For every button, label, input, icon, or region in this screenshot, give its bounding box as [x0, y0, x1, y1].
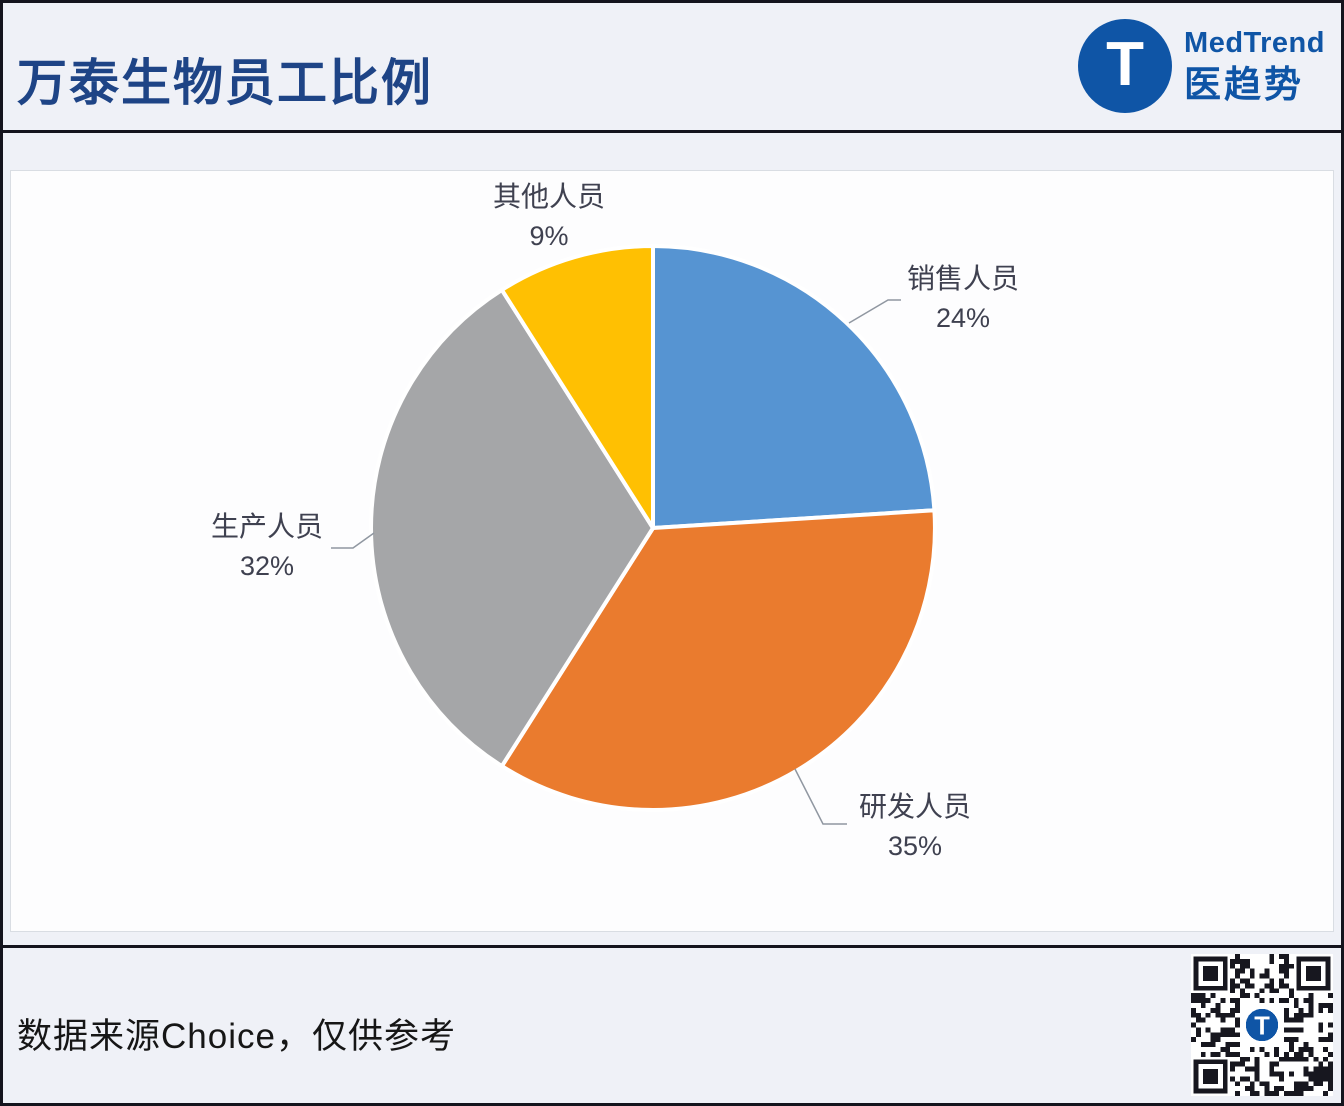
- t-monogram-icon: T: [1106, 29, 1144, 99]
- pie-label-other: 其他人员 9%: [459, 177, 639, 255]
- brand-name-zh: 医趋势: [1184, 64, 1305, 105]
- pie-label-other-pct: 9%: [529, 221, 569, 251]
- page-title: 万泰生物员工比例: [17, 55, 433, 111]
- brand-name-en: MedTrend: [1184, 27, 1325, 59]
- pie-label-rd-name: 研发人员: [858, 791, 971, 822]
- main-area: 其他人员 9% 销售人员 24% 生产人员 32% 研发人员 35%: [3, 133, 1341, 945]
- page-footer: 数据来源Choice，仅供参考 T: [3, 945, 1341, 1100]
- pie-label-production: 生产人员 32%: [177, 507, 357, 585]
- pie-label-sales-name: 销售人员: [906, 263, 1019, 294]
- pie-label-production-name: 生产人员: [210, 511, 323, 542]
- pie-slices-group: [369, 244, 937, 812]
- brand-logo: T MedTrend 医趋势: [1078, 19, 1325, 113]
- source-note: 数据来源Choice，仅供参考: [17, 1017, 456, 1056]
- pie-chart: [331, 244, 937, 825]
- pie-label-rd-pct: 35%: [887, 831, 943, 861]
- chart-panel: 其他人员 9% 销售人员 24% 生产人员 32% 研发人员 35%: [10, 170, 1334, 932]
- page-header: 万泰生物员工比例 T MedTrend 医趋势: [3, 3, 1341, 133]
- pie-label-sales-pct: 24%: [935, 303, 991, 333]
- svg-text:T: T: [1254, 1012, 1270, 1040]
- pie-label-production-pct: 32%: [239, 551, 295, 581]
- pie-label-rd: 研发人员 35%: [825, 787, 1005, 865]
- pie-slice-销售人员: [651, 244, 937, 530]
- leader-line-sales: [848, 299, 901, 324]
- leader-line-rd: [794, 768, 847, 825]
- qr-code-image: T: [1191, 954, 1333, 1096]
- qr-code: T: [1191, 954, 1333, 1096]
- brand-text: MedTrend 医趋势: [1184, 27, 1325, 105]
- pie-slice-其他人员: [499, 244, 655, 530]
- pie-label-sales: 销售人员 24%: [873, 259, 1053, 337]
- leader-line-production: [331, 532, 375, 549]
- medtrend-logo-icon: T: [1078, 19, 1173, 113]
- leader-lines: [331, 299, 901, 825]
- pie-slice-生产人员: [369, 287, 655, 769]
- pie-label-other-name: 其他人员: [492, 181, 605, 212]
